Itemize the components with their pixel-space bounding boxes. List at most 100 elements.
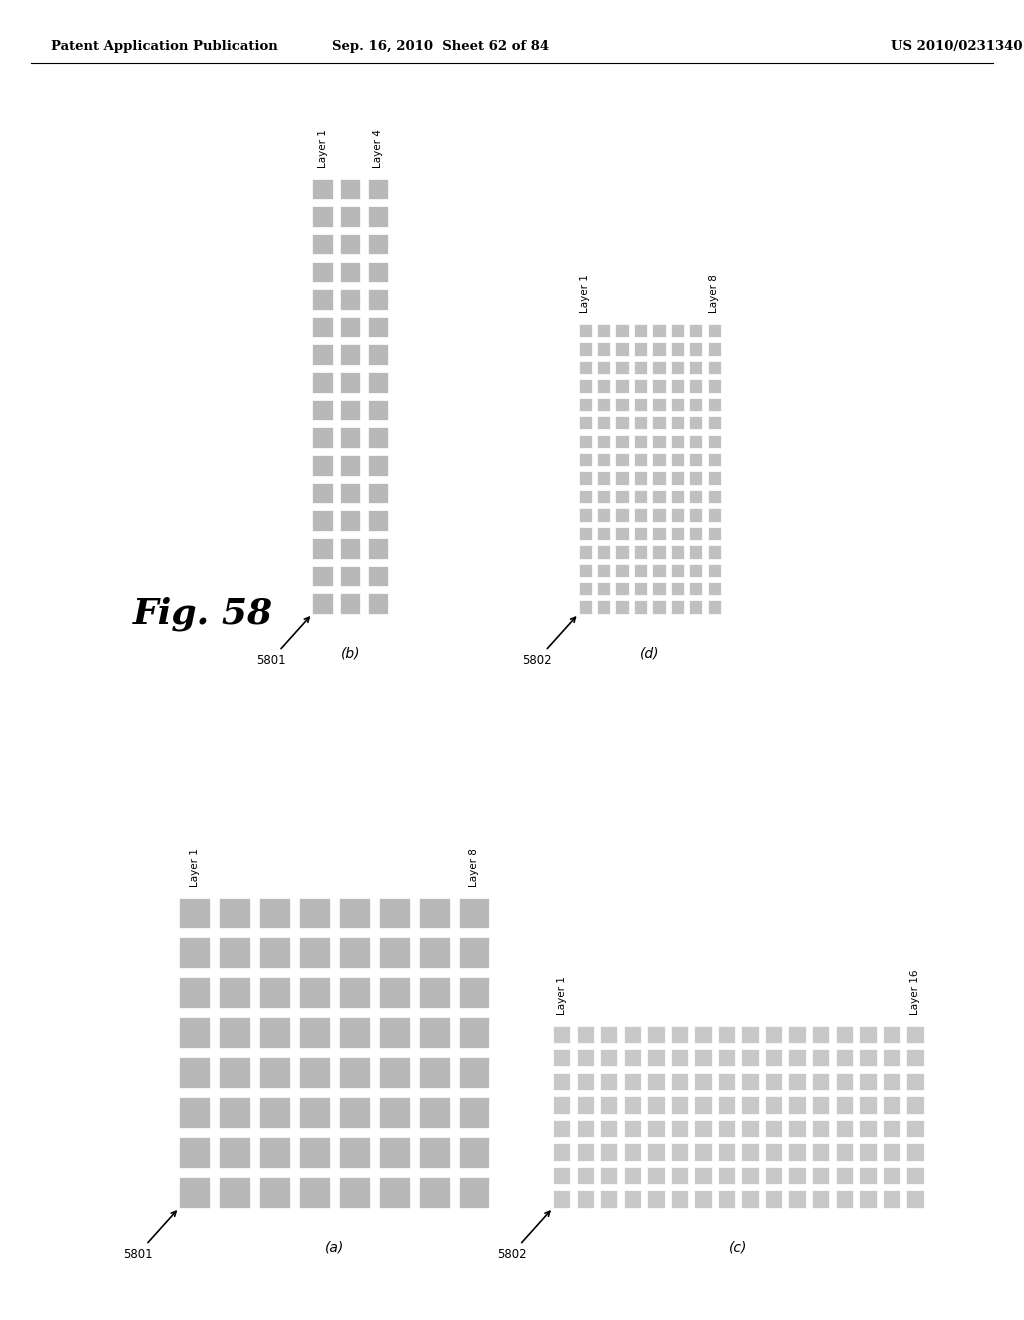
Bar <box>624 1096 641 1114</box>
Bar <box>671 416 684 429</box>
Bar <box>459 1018 489 1048</box>
Text: (b): (b) <box>340 647 360 661</box>
Bar <box>906 1026 924 1043</box>
Bar <box>597 508 610 521</box>
Bar <box>615 490 629 503</box>
Bar <box>299 937 330 968</box>
Bar <box>368 345 388 364</box>
Bar <box>906 1143 924 1160</box>
Bar <box>219 977 250 1008</box>
Bar <box>600 1167 617 1184</box>
Text: 5801: 5801 <box>123 1212 176 1261</box>
Bar <box>615 434 629 447</box>
Bar <box>859 1119 877 1137</box>
Bar <box>312 206 333 227</box>
Bar <box>339 898 370 928</box>
Bar <box>689 323 702 338</box>
Bar <box>689 564 702 577</box>
Bar <box>577 1143 594 1160</box>
Bar <box>741 1026 759 1043</box>
Bar <box>708 490 721 503</box>
Bar <box>634 490 647 503</box>
Bar <box>368 206 388 227</box>
Bar <box>634 416 647 429</box>
Bar <box>812 1191 829 1208</box>
Bar <box>368 593 388 614</box>
Bar <box>718 1096 735 1114</box>
Bar <box>312 289 333 310</box>
Bar <box>600 1026 617 1043</box>
Bar <box>312 372 333 392</box>
Bar <box>859 1191 877 1208</box>
Bar <box>634 564 647 577</box>
Bar <box>368 178 388 199</box>
Bar <box>634 379 647 392</box>
Bar <box>340 261 360 282</box>
Bar <box>459 977 489 1008</box>
Bar <box>615 582 629 595</box>
Bar <box>652 490 666 503</box>
Bar <box>788 1143 806 1160</box>
Bar <box>368 428 388 447</box>
Text: 5802: 5802 <box>522 618 575 667</box>
Bar <box>553 1167 570 1184</box>
Text: 5801: 5801 <box>256 618 309 667</box>
Bar <box>671 1073 688 1090</box>
Bar <box>368 566 388 586</box>
Bar <box>577 1096 594 1114</box>
Bar <box>647 1119 665 1137</box>
Bar <box>615 416 629 429</box>
Bar <box>652 434 666 447</box>
Bar <box>368 372 388 392</box>
Bar <box>765 1096 782 1114</box>
Bar <box>579 545 592 558</box>
Bar <box>312 400 333 420</box>
Bar <box>708 360 721 374</box>
Bar <box>694 1026 712 1043</box>
Bar <box>708 471 721 484</box>
Bar <box>340 317 360 338</box>
Bar <box>694 1119 712 1137</box>
Text: Layer 16: Layer 16 <box>910 969 920 1015</box>
Bar <box>859 1096 877 1114</box>
Bar <box>671 582 684 595</box>
Text: Layer 1: Layer 1 <box>317 129 328 168</box>
Bar <box>597 564 610 577</box>
Bar <box>741 1049 759 1067</box>
Bar <box>259 1137 290 1168</box>
Bar <box>671 527 684 540</box>
Bar <box>340 206 360 227</box>
Bar <box>379 937 410 968</box>
Bar <box>634 582 647 595</box>
Bar <box>634 545 647 558</box>
Bar <box>219 1018 250 1048</box>
Bar <box>419 1097 450 1127</box>
Bar <box>219 898 250 928</box>
Text: Layer 8: Layer 8 <box>710 275 719 313</box>
Bar <box>459 898 489 928</box>
Bar <box>615 564 629 577</box>
Bar <box>652 397 666 411</box>
Bar <box>694 1073 712 1090</box>
Bar <box>597 416 610 429</box>
Bar <box>299 898 330 928</box>
Text: US 2010/0231340 A1: US 2010/0231340 A1 <box>891 40 1024 53</box>
Bar <box>579 360 592 374</box>
Bar <box>579 434 592 447</box>
Bar <box>788 1191 806 1208</box>
Bar <box>694 1096 712 1114</box>
Bar <box>340 593 360 614</box>
Bar <box>652 564 666 577</box>
Bar <box>299 1137 330 1168</box>
Bar <box>459 1057 489 1088</box>
Bar <box>652 416 666 429</box>
Bar <box>379 1057 410 1088</box>
Bar <box>368 539 388 558</box>
Bar <box>689 601 702 614</box>
Bar <box>312 428 333 447</box>
Bar <box>419 1057 450 1088</box>
Bar <box>634 471 647 484</box>
Bar <box>836 1143 853 1160</box>
Bar <box>634 508 647 521</box>
Bar <box>553 1073 570 1090</box>
